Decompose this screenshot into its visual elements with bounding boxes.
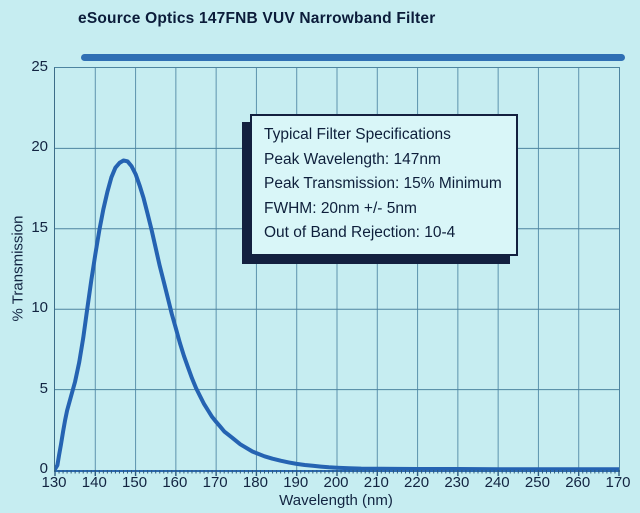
x-tick-label: 160: [162, 474, 188, 491]
y-tick-label: 20: [31, 138, 48, 156]
y-tick-label: 10: [31, 299, 48, 317]
x-tick-label: 190: [283, 474, 309, 491]
x-tick-label: 220: [404, 474, 430, 491]
grid-and-curve-canvas: [55, 68, 619, 470]
spec-line-fwhm: FWHM: 20nm +/- 5nm: [264, 199, 417, 217]
x-tick-label: 250: [524, 474, 550, 491]
transmission-curve: [55, 158, 619, 470]
x-tick-label: 150: [122, 474, 148, 491]
x-tick-label: 260: [565, 474, 591, 491]
x-tick-label: 170: [202, 474, 228, 491]
x-tick-label: 130: [41, 474, 67, 491]
spec-line-peak-transmission: Peak Transmission: 15% Minimum: [264, 175, 502, 192]
x-tick-label: 200: [323, 474, 349, 491]
x-tick-label: 180: [242, 474, 268, 491]
x-axis-title: Wavelength (nm): [279, 492, 393, 509]
spec-box-title: Typical Filter Specifications: [264, 126, 451, 143]
page-title: eSource Optics 147FNB VUV Narrowband Fil…: [78, 10, 436, 27]
spec-box: Typical Filter Specifications Peak Wavel…: [250, 114, 518, 256]
spec-line-oob-rejection: Out of Band Rejection: 10-4: [264, 224, 456, 241]
y-tick-label: 15: [31, 218, 48, 236]
y-tick-label: 0: [39, 460, 48, 477]
x-tick-label: 240: [484, 474, 510, 491]
x-tick-label: 170: [605, 474, 631, 491]
y-tick-label: 5: [39, 379, 48, 397]
y-tick-label: 25: [31, 58, 48, 75]
x-tick-label: 140: [81, 474, 107, 491]
x-axis-ticks: [54, 470, 620, 476]
spec-line-peak-wavelength: Peak Wavelength: 147nm: [264, 150, 441, 168]
x-tick-label: 210: [363, 474, 389, 491]
x-tick-label: 230: [444, 474, 470, 491]
highlight-bar: [81, 54, 625, 61]
